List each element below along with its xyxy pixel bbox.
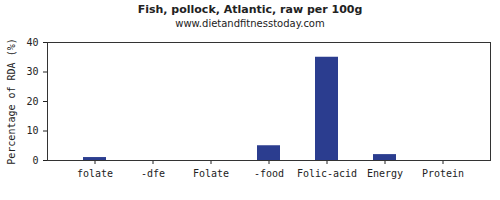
html-text:www.dietandfitnesstoday.com: www.dietandfitnesstoday.com [175,18,325,29]
svg-text:Percentage of RDA (%): Percentage of RDA (%) [6,38,17,164]
svg-text:Folic-acid: Folic-acid [297,168,357,179]
svg-text:0: 0 [32,155,38,166]
svg-text:folate: folate [77,168,113,179]
svg-text:10: 10 [26,125,38,136]
svg-text:Folate: Folate [193,168,229,179]
svg-text:Energy: Energy [367,168,403,179]
svg-text:-dfe: -dfe [141,168,165,179]
svg-text:20: 20 [26,96,38,107]
svg-text:40: 40 [26,37,38,48]
svg-text:30: 30 [26,66,38,77]
html-text:Fish, pollock, Atlantic, raw p: Fish, pollock, Atlantic, raw per 100g [137,3,363,16]
svg-text:Protein: Protein [422,168,464,179]
svg-text:-food: -food [254,168,284,179]
